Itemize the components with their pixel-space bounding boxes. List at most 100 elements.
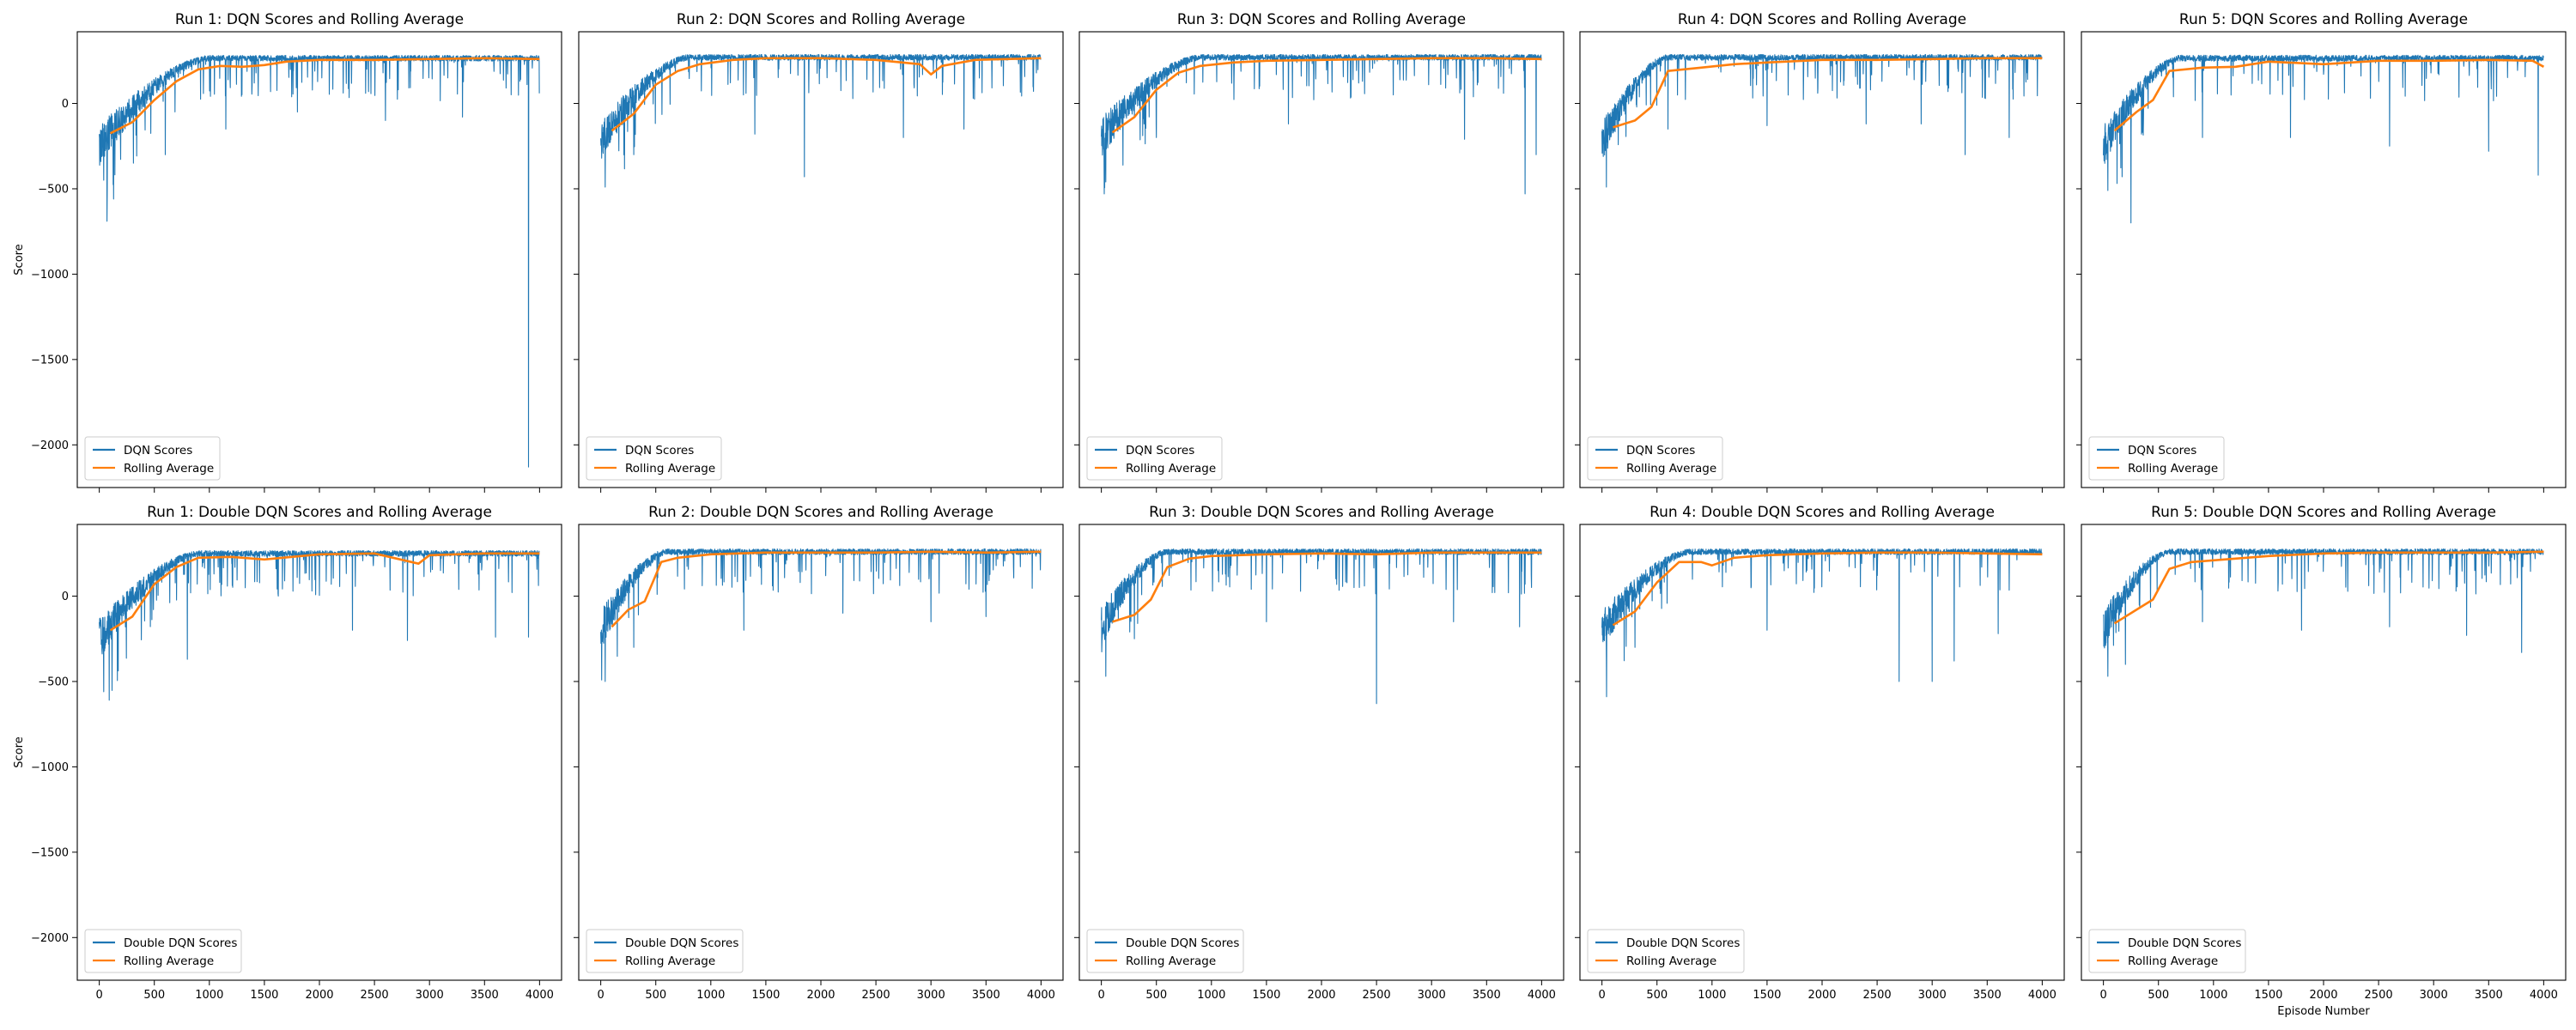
scores-line (1101, 53, 1542, 195)
rolling-average-line (1112, 551, 1542, 623)
legend-label: Rolling Average (124, 954, 214, 968)
rolling-average-line (109, 552, 540, 632)
legend: Double DQN Scores Rolling Average (1587, 929, 1745, 973)
panel-7: Run 2: Double DQN Scores and Rolling Ave… (574, 504, 1064, 1002)
panel-title: Run 2: Double DQN Scores and Rolling Ave… (648, 504, 993, 521)
legend: DQN Scores Rolling Average (1587, 436, 1723, 481)
legend-label: Rolling Average (2128, 462, 2218, 476)
legend: Double DQN Scores Rolling Average (84, 929, 242, 973)
legend-box (84, 929, 242, 973)
y-tick-label: −1000 (31, 761, 69, 774)
x-tick-label: 3000 (1418, 989, 1446, 1002)
legend-label: Rolling Average (2128, 954, 2218, 968)
panel-title: Run 4: DQN Scores and Rolling Average (1678, 11, 1966, 28)
y-tick-label: −1500 (31, 846, 69, 859)
x-tick-label: 3000 (917, 989, 945, 1002)
x-tick-label: 500 (2148, 989, 2169, 1002)
panel-6: Run 1: Double DQN Scores and Rolling Ave… (13, 504, 562, 1002)
x-axis-label: Episode Number (2277, 1005, 2370, 1018)
legend: DQN Scores Rolling Average (586, 436, 722, 481)
x-tick-label: 3500 (1473, 989, 1501, 1002)
plot-area (1101, 53, 1542, 195)
legend-box (1587, 436, 1723, 481)
scores-line (600, 548, 1042, 682)
panel-title: Run 1: Double DQN Scores and Rolling Ave… (147, 504, 492, 521)
legend-label: DQN Scores (1626, 444, 1695, 457)
x-tick-label: 4000 (1027, 989, 1055, 1002)
y-tick-label: −500 (38, 676, 69, 688)
plot-area (1601, 53, 2043, 188)
legend-box (2088, 436, 2225, 481)
legend-label: Rolling Average (1126, 954, 1216, 968)
legend-label: DQN Scores (2128, 444, 2196, 457)
x-tick-label: 2000 (1307, 989, 1335, 1002)
x-tick-label: 2500 (1363, 989, 1391, 1002)
legend-box (1086, 929, 1244, 973)
legend-label: Double DQN Scores (2128, 936, 2241, 950)
rolling-average-line (1613, 57, 2043, 129)
x-tick-label: 4000 (526, 989, 554, 1002)
x-tick-label: 3000 (416, 989, 444, 1002)
y-tick-label: −2000 (31, 932, 69, 945)
x-tick-label: 4000 (2530, 989, 2558, 1002)
legend-label: DQN Scores (1126, 444, 1194, 457)
legend-label: Double DQN Scores (1626, 936, 1740, 950)
rolling-average-line (2113, 550, 2544, 625)
panel-2: Run 2: DQN Scores and Rolling Average DQN… (574, 11, 1064, 493)
scores-line (99, 54, 540, 468)
rolling-average-line (1612, 551, 2043, 627)
x-tick-label: 2500 (1863, 989, 1892, 1002)
plot-area (2103, 548, 2544, 677)
legend-label: DQN Scores (625, 444, 694, 457)
x-tick-label: 500 (1145, 989, 1167, 1002)
x-tick-label: 3000 (1918, 989, 1947, 1002)
x-tick-label: 0 (597, 989, 604, 1002)
panel-title: Run 3: Double DQN Scores and Rolling Ave… (1149, 504, 1494, 521)
legend-box (1587, 929, 1745, 973)
x-tick-label: 500 (645, 989, 666, 1002)
rolling-average-line (611, 550, 1042, 628)
x-tick-label: 3500 (2475, 989, 2503, 1002)
scores-line (1101, 548, 1542, 705)
x-tick-label: 3500 (471, 989, 499, 1002)
scores-line (2103, 54, 2544, 224)
x-tick-label: 2500 (2365, 989, 2393, 1002)
panel-title: Run 5: DQN Scores and Rolling Average (2179, 11, 2468, 28)
plot-area (1101, 548, 1542, 705)
panel-title: Run 5: Double DQN Scores and Rolling Ave… (2151, 504, 2496, 521)
panel-9: Run 4: Double DQN Scores and Rolling Ave… (1575, 504, 2065, 1002)
panel-title: Run 3: DQN Scores and Rolling Average (1177, 11, 1466, 28)
legend: DQN Scores Rolling Average (1086, 436, 1223, 481)
legend-box (84, 436, 221, 481)
scores-line (99, 549, 540, 701)
y-axis-label: Score (13, 244, 26, 275)
x-tick-label: 1500 (751, 989, 780, 1002)
x-tick-label: 1500 (250, 989, 278, 1002)
legend-label: Double DQN Scores (625, 936, 738, 950)
legend-label: Rolling Average (625, 954, 715, 968)
legend-box (1086, 436, 1223, 481)
legend: Double DQN Scores Rolling Average (2088, 929, 2246, 973)
scores-line (600, 53, 1042, 188)
legend-label: Rolling Average (1126, 462, 1216, 476)
x-tick-label: 1500 (1252, 989, 1280, 1002)
x-tick-label: 3000 (2420, 989, 2448, 1002)
x-tick-label: 2000 (305, 989, 333, 1002)
plot-area (99, 549, 540, 701)
legend-label: Double DQN Scores (1126, 936, 1239, 950)
legend: Double DQN Scores Rolling Average (586, 929, 744, 973)
x-tick-label: 0 (2099, 989, 2106, 1002)
plot-area (600, 548, 1042, 682)
y-tick-label: 0 (62, 98, 69, 111)
x-tick-label: 0 (1097, 989, 1104, 1002)
rolling-average-line (2113, 58, 2545, 132)
x-tick-label: 2000 (806, 989, 835, 1002)
axes-frame (578, 524, 1064, 981)
x-tick-label: 3500 (972, 989, 1000, 1002)
panel-title: Run 2: DQN Scores and Rolling Average (677, 11, 965, 28)
legend-box (586, 929, 744, 973)
scores-line (1601, 53, 2043, 188)
x-tick-label: 1000 (1197, 989, 1225, 1002)
panel-title: Run 1: DQN Scores and Rolling Average (175, 11, 464, 28)
legend: DQN Scores Rolling Average (84, 436, 221, 481)
